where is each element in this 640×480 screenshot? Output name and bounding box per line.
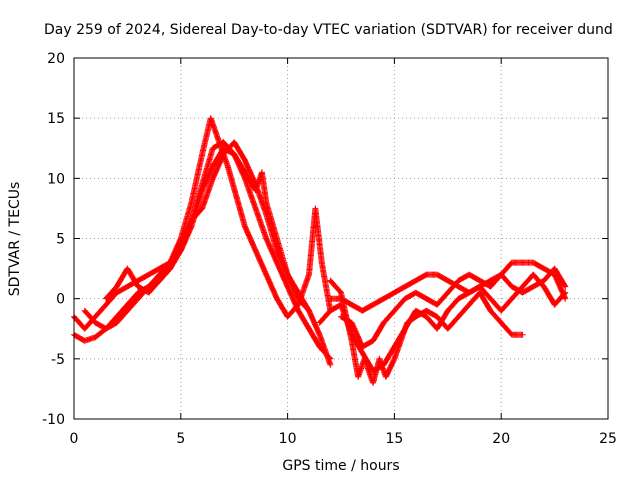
y-tick-label: 20 — [47, 51, 65, 67]
x-tick-label: 0 — [70, 431, 79, 447]
x-tick-label: 10 — [279, 431, 297, 447]
x-tick-label: 25 — [599, 431, 617, 447]
series-track-8 — [316, 271, 569, 374]
chart-title: Day 259 of 2024, Sidereal Day-to-day VTE… — [44, 22, 613, 38]
series-markers — [81, 145, 334, 368]
y-tick-label: -5 — [51, 352, 65, 368]
axes: 0 5 10 15 20 25 -10 -5 0 5 10 15 20 — [42, 51, 617, 447]
series-track-4 — [103, 139, 312, 314]
grid — [74, 58, 608, 419]
x-tick-label: 5 — [176, 431, 185, 447]
x-tick-label: 20 — [492, 431, 510, 447]
y-axis-label: SDTVAR / TECUs — [7, 182, 23, 297]
y-tick-label: 0 — [56, 292, 65, 308]
series-markers — [103, 139, 312, 314]
series-markers — [316, 271, 569, 374]
series-markers — [338, 259, 569, 350]
series-track-7 — [338, 259, 569, 350]
data-series — [71, 115, 569, 386]
x-tick-label: 15 — [385, 431, 403, 447]
y-tick-label: 15 — [47, 111, 65, 127]
series-track-3 — [81, 145, 334, 368]
y-tick-label: 5 — [56, 232, 65, 248]
y-tick-label: 10 — [47, 171, 65, 187]
y-tick-label: -10 — [42, 412, 65, 428]
x-axis-label: GPS time / hours — [282, 458, 399, 474]
